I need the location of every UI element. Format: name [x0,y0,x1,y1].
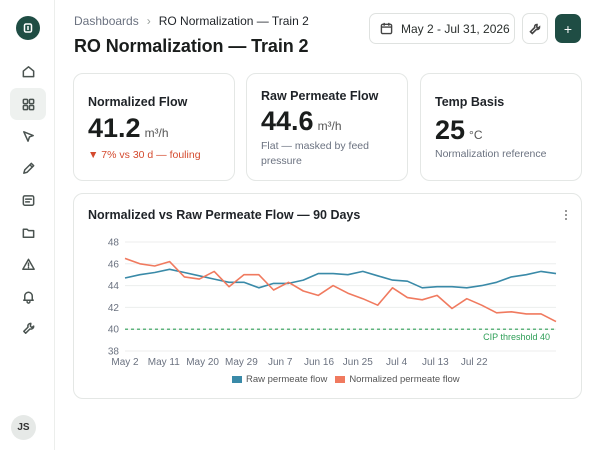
home-icon [22,65,34,77]
stat-unit: m³/h [317,119,342,133]
nav-dashboards[interactable] [10,88,46,120]
app-logo-icon[interactable] [16,16,40,40]
legend-item-raw[interactable]: Raw permeate flow [232,374,327,385]
chart-title: Normalized vs Raw Permeate Flow — 90 Day… [88,208,361,222]
stat-unit: m³/h [144,126,169,140]
x-tick-label: Jul 22 [461,357,488,368]
wrench-icon [529,23,541,35]
stat-label: Temp Basis [435,95,505,109]
stat-number: 25 [435,115,466,145]
normalized-permeate-flow-line [124,257,557,323]
stat-trend-note: ▼ 7% vs 30 d — fouling [88,149,201,161]
x-tick-label: Jul 13 [422,357,449,368]
permeate-flow-chart: 38 40 42 44 46 48 May 2 May 11 May 20 May 29 Jun 7… [108,238,557,368]
x-tick-label: May 11 [148,357,180,368]
cursor-icon [22,130,34,142]
y-tick-label: 44 [108,281,120,292]
legend-label: Raw permeate flow [246,374,328,385]
stat-note: Normalization reference [435,148,547,160]
sidebar: JS [0,0,55,450]
raw-permeate-flow-line [124,268,557,289]
x-tick-label: Jun 16 [304,357,334,368]
chart-card: Normalized vs Raw Permeate Flow — 90 Day… [73,193,582,399]
nav-alerts[interactable] [10,248,46,280]
wrench-icon [22,322,34,334]
x-tick-label: Jul 4 [386,357,408,368]
nav-reports[interactable] [10,184,46,216]
nav-files[interactable] [10,216,46,248]
y-tick-label: 48 [108,238,120,249]
x-tick-label: May 20 [186,357,219,368]
stat-value: 25 °C [435,115,483,146]
x-tick-label: Jun 7 [268,357,293,368]
bell-icon [22,291,34,304]
alert-triangle-icon [21,258,35,270]
stat-note: Flat — masked by feed pressure [261,140,369,167]
stat-card-raw-permeate-flow: Raw Permeate Flow 44.6 m³/h Flat — masked… [246,73,408,181]
stat-number: 44.6 [261,106,314,136]
y-tick-label: 46 [108,259,120,270]
stat-label: Normalized Flow [88,95,188,109]
nav-home[interactable] [10,55,46,87]
stat-label: Raw Permeate Flow [261,89,379,103]
nav-settings[interactable] [10,312,46,344]
more-options-icon[interactable] [561,208,571,222]
legend-swatch [335,376,346,383]
add-button[interactable]: + [555,14,581,43]
legend-label: Normalized permeate flow [349,374,460,385]
y-tick-label: 40 [108,325,120,336]
date-range-label: May 2 - Jul 31, 2026 [401,21,510,36]
report-icon [22,194,34,206]
breadcrumb-root[interactable]: Dashboards [74,14,139,28]
stat-number: 41.2 [88,113,141,143]
cip-threshold-label: CIP threshold 40 [483,332,550,342]
breadcrumb-current: RO Normalization — Train 2 [158,14,309,28]
date-range-button[interactable]: May 2 - Jul 31, 2026 [369,13,515,44]
legend-swatch [232,376,242,383]
dashboard-grid-icon [22,98,34,110]
stat-value: 44.6 m³/h [261,106,342,137]
legend-item-normalized[interactable]: Normalized permeate flow [335,374,460,385]
x-tick-label: May 29 [225,357,258,368]
nav-notifications[interactable] [10,280,46,312]
pencil-icon [22,162,34,174]
x-tick-label: Jun 25 [343,357,373,368]
avatar[interactable]: JS [11,415,36,440]
stat-card-normalized-flow: Normalized Flow 41.2 m³/h ▼ 7% vs 30 d — … [73,73,235,181]
y-tick-label: 38 [108,347,120,358]
stat-card-temp-basis: Temp Basis 25 °C Normalization reference [420,73,582,181]
x-tick-label: May 2 [111,357,139,368]
chart-legend: Raw permeate flow Normalized permeate fl… [232,374,468,385]
nav-edit[interactable] [10,152,46,184]
breadcrumb: Dashboards › RO Normalization — Train 2 [74,14,309,28]
folder-icon [22,227,34,238]
stat-unit: °C [469,128,483,142]
calendar-icon [380,22,393,35]
stat-value: 41.2 m³/h [88,113,169,144]
y-tick-label: 42 [108,303,120,314]
page-title: RO Normalization — Train 2 [74,36,309,56]
breadcrumb-separator: › [146,14,151,28]
tools-button[interactable] [522,13,548,44]
nav-navigate[interactable] [10,120,46,152]
